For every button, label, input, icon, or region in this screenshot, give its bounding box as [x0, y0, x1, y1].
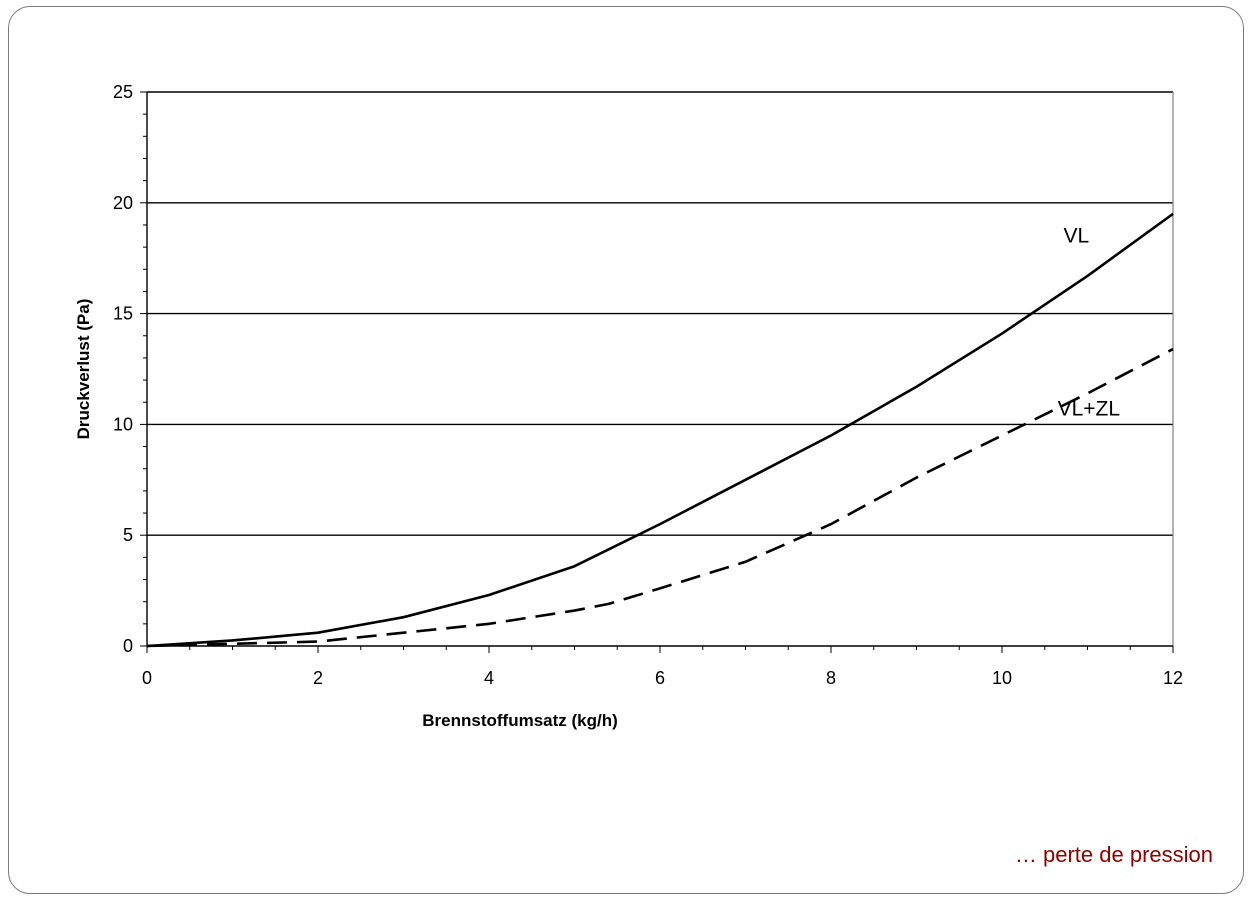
y-axis-title: Druckverlust (Pa) [74, 299, 93, 440]
x-tick-label-12: 12 [1163, 668, 1183, 688]
x-axis-ticks: 0 2 4 6 8 10 12 [142, 646, 1183, 688]
x-tick-label-6: 6 [655, 668, 665, 688]
y-tick-label-15: 15 [113, 304, 133, 324]
y-tick-label-0: 0 [123, 636, 133, 656]
series-line-vl-zl [146, 347, 1174, 648]
caption-text: … perte de pression [1014, 842, 1213, 867]
axes [146, 92, 1174, 647]
y-tick-label-10: 10 [113, 414, 133, 434]
series-line-vl [146, 212, 1174, 648]
series-labels: VL VL+ZL [1058, 225, 1120, 421]
series-lines [146, 212, 1174, 648]
x-tick-label-8: 8 [826, 668, 836, 688]
y-axis-ticks: 0 5 10 15 20 25 [113, 82, 147, 656]
y-tick-label-25: 25 [113, 82, 133, 102]
y-tick-label-20: 20 [113, 193, 133, 213]
x-tick-label-0: 0 [142, 668, 152, 688]
y-tick-label-5: 5 [123, 525, 133, 545]
x-tick-label-10: 10 [992, 668, 1012, 688]
x-tick-label-2: 2 [313, 668, 323, 688]
slide-frame [8, 6, 1244, 894]
gridlines [147, 91, 1173, 536]
x-tick-label-4: 4 [484, 668, 494, 688]
x-axis-title: Brennstoffumsatz (kg/h) [422, 711, 618, 730]
series-label-vl: VL [1064, 225, 1090, 248]
series-label-vl-zl: VL+ZL [1058, 398, 1120, 421]
